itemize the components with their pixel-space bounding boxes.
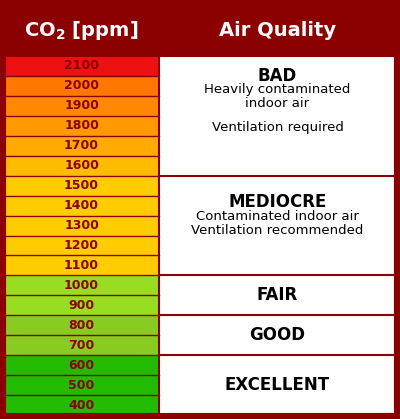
Text: 400: 400: [68, 398, 95, 411]
Text: MEDIOCRE: MEDIOCRE: [228, 193, 327, 211]
Bar: [4, 116, 159, 136]
Text: 1900: 1900: [64, 99, 99, 112]
Text: Contaminated indoor air: Contaminated indoor air: [196, 210, 359, 222]
Bar: [159, 56, 396, 176]
Bar: [4, 76, 159, 96]
Bar: [4, 96, 159, 116]
Text: 1200: 1200: [64, 239, 99, 252]
Text: FAIR: FAIR: [257, 286, 298, 304]
Bar: [4, 235, 159, 256]
Text: 1400: 1400: [64, 199, 99, 212]
Bar: [159, 176, 396, 275]
Bar: [159, 315, 396, 355]
Text: 2100: 2100: [64, 59, 99, 72]
Text: 2000: 2000: [64, 80, 99, 93]
Bar: [4, 395, 159, 415]
Text: 1500: 1500: [64, 179, 99, 192]
Text: 1300: 1300: [64, 219, 99, 232]
Bar: [159, 355, 396, 415]
Text: Heavily contaminated: Heavily contaminated: [204, 83, 351, 96]
Text: indoor air: indoor air: [246, 97, 310, 110]
Bar: [4, 256, 159, 275]
Text: BAD: BAD: [258, 67, 297, 85]
Bar: [159, 275, 396, 315]
Bar: [4, 215, 159, 235]
Text: 1800: 1800: [64, 119, 99, 132]
Bar: [4, 375, 159, 395]
Text: 700: 700: [68, 339, 95, 352]
Bar: [4, 335, 159, 355]
Bar: [4, 315, 159, 335]
Text: 1100: 1100: [64, 259, 99, 272]
Text: GOOD: GOOD: [250, 326, 306, 344]
Bar: [4, 355, 159, 375]
Text: 500: 500: [68, 379, 95, 392]
Text: 1700: 1700: [64, 139, 99, 152]
Text: 600: 600: [68, 359, 94, 372]
Bar: [4, 196, 159, 215]
Bar: [4, 156, 159, 176]
Bar: [4, 4, 396, 56]
Text: Ventilation required: Ventilation required: [212, 121, 344, 134]
Text: 900: 900: [68, 299, 94, 312]
Bar: [4, 295, 159, 315]
Bar: [4, 56, 159, 76]
Text: 1000: 1000: [64, 279, 99, 292]
Text: Air Quality: Air Quality: [219, 21, 336, 39]
Text: Ventilation recommended: Ventilation recommended: [191, 223, 364, 237]
Text: 1600: 1600: [64, 159, 99, 172]
Bar: [4, 275, 159, 295]
Text: EXCELLENT: EXCELLENT: [225, 376, 330, 394]
Bar: [4, 136, 159, 156]
Text: 800: 800: [68, 319, 94, 332]
Text: $\mathbf{CO_2}$ [ppm]: $\mathbf{CO_2}$ [ppm]: [24, 18, 139, 41]
Bar: [4, 176, 159, 196]
